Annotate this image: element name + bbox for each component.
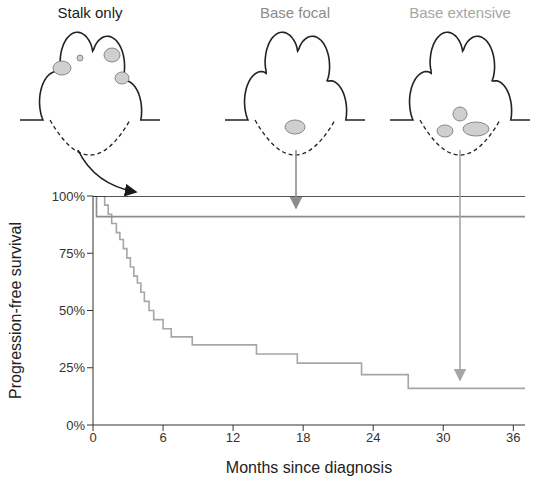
svg-text:50%: 50% [59,303,85,318]
svg-text:18: 18 [296,430,310,445]
svg-text:24: 24 [366,430,380,445]
svg-text:0: 0 [89,430,96,445]
svg-text:6: 6 [159,430,166,445]
svg-text:30: 30 [436,430,450,445]
svg-text:Progression-free survival: Progression-free survival [7,222,24,399]
svg-text:Base extensive: Base extensive [409,4,511,21]
svg-text:36: 36 [506,430,520,445]
svg-text:100%: 100% [52,189,86,204]
svg-text:12: 12 [226,430,240,445]
svg-text:0%: 0% [66,418,85,433]
svg-text:Months since diagnosis: Months since diagnosis [226,459,392,476]
svg-text:25%: 25% [59,360,85,375]
svg-text:Stalk only: Stalk only [57,4,123,21]
svg-text:75%: 75% [59,246,85,261]
svg-text:Base focal: Base focal [260,4,330,21]
